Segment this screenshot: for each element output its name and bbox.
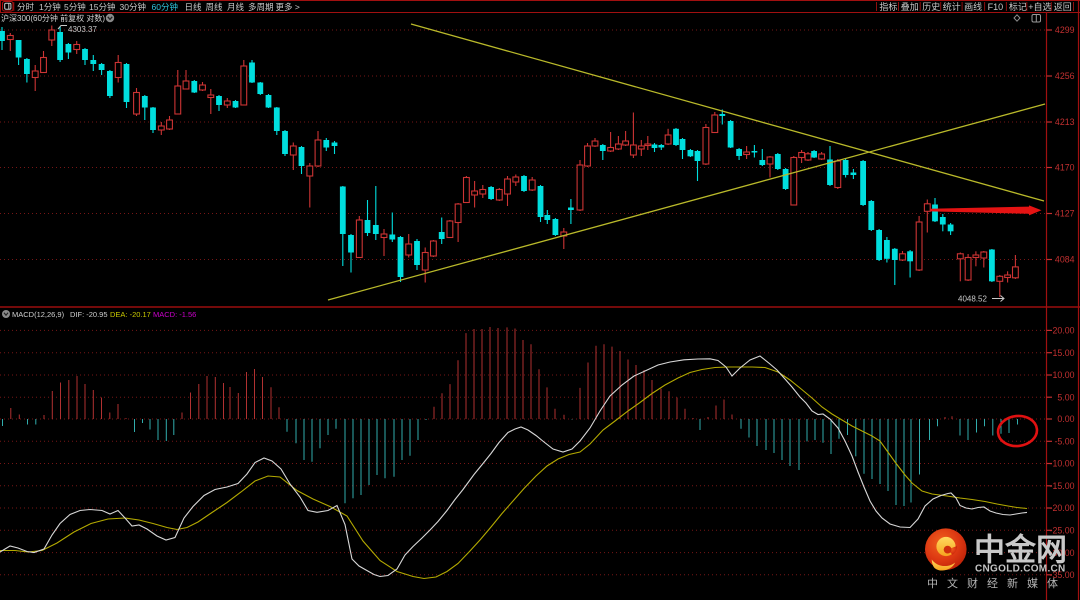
svg-text:画线: 画线 [964,1,982,12]
svg-text:5.00: 5.00 [1057,392,1074,402]
svg-text:-35.00: -35.00 [1050,570,1075,580]
svg-text:4084: 4084 [1055,255,1075,265]
svg-text:中文财经新媒体: 中文财经新媒体 [927,576,1067,590]
svg-text:返回: 返回 [1054,1,1072,12]
svg-text:日线: 日线 [185,2,203,12]
svg-text:多周期: 多周期 [248,2,274,12]
svg-text:-10.00: -10.00 [1050,459,1075,469]
svg-text:5分钟: 5分钟 [64,2,86,12]
svg-text:MACD(12,26,9): MACD(12,26,9) [12,310,65,319]
svg-text:统计: 统计 [943,1,961,12]
svg-text:4303.37: 4303.37 [68,25,97,34]
svg-text:-30.00: -30.00 [1050,548,1075,558]
svg-text:月线: 月线 [227,2,245,12]
svg-text:60分钟: 60分钟 [152,2,178,12]
svg-text:DEA: -20.17: DEA: -20.17 [110,310,151,319]
svg-text:15.00: 15.00 [1052,348,1074,358]
svg-text:1分钟: 1分钟 [39,2,61,12]
svg-text:20.00: 20.00 [1052,326,1074,336]
svg-text:叠加: 叠加 [901,2,919,12]
svg-text:标记: 标记 [1009,1,1027,12]
svg-text:+自选: +自选 [1028,1,1051,12]
svg-text:历史: 历史 [922,1,940,12]
svg-text:DIF: -20.95: DIF: -20.95 [70,310,108,319]
svg-text:F10: F10 [988,2,1004,12]
svg-text:-20.00: -20.00 [1050,503,1075,513]
svg-text:沪深300(60分钟 前复权 对数): 沪深300(60分钟 前复权 对数) [1,13,105,23]
svg-text:指标: 指标 [879,1,897,12]
svg-text:4256: 4256 [1055,71,1075,81]
svg-text:周线: 周线 [206,2,224,12]
svg-text:4299: 4299 [1055,25,1075,35]
svg-text:15分钟: 15分钟 [89,2,115,12]
svg-text:30分钟: 30分钟 [120,2,146,12]
svg-text:4127: 4127 [1055,209,1075,219]
svg-text:0.00: 0.00 [1057,414,1074,424]
svg-text:中金网: 中金网 [974,533,1067,568]
svg-text:分时: 分时 [17,2,35,12]
svg-text:-25.00: -25.00 [1050,526,1075,536]
svg-text:-15.00: -15.00 [1050,481,1075,491]
svg-text:-5.00: -5.00 [1054,437,1074,447]
svg-text:4170: 4170 [1055,163,1075,173]
svg-text:CNGOLD.COM.CN: CNGOLD.COM.CN [975,564,1066,575]
svg-text:MACD: -1.56: MACD: -1.56 [153,310,196,319]
svg-text:4048.52: 4048.52 [958,295,987,304]
svg-text:10.00: 10.00 [1052,370,1074,380]
svg-text:更多 >: 更多 > [276,2,300,12]
svg-text:4213: 4213 [1055,117,1075,127]
